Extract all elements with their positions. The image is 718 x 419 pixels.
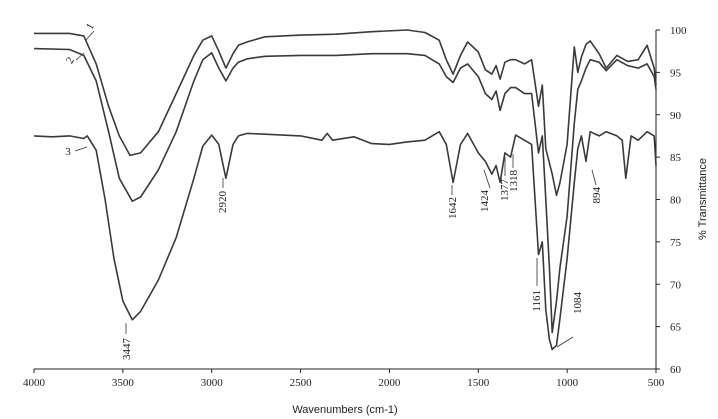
y-tick-label: 95 — [670, 67, 682, 79]
y-tick-label: 65 — [670, 322, 682, 334]
x-tick-label: 3000 — [201, 377, 224, 389]
peak-annotations: 3447 2920 1642 1424 1377 1318 894 1161 1… — [121, 154, 603, 360]
peak-3447-label: 3447 — [121, 338, 133, 361]
x-tick-label: 3500 — [112, 377, 135, 389]
y-tick-label: 75 — [670, 237, 682, 249]
x-ticks: 4000 3500 3000 2500 2000 1500 1000 500 — [23, 369, 665, 389]
peak-1377-label: 1377 — [499, 179, 511, 202]
y-axis-title: % Transmittance — [697, 158, 709, 240]
peak-1424-label: 1424 — [479, 190, 491, 213]
series-label-3: 3 — [65, 146, 71, 158]
series-label-3-leader — [74, 146, 88, 152]
peak-894-leader — [591, 169, 597, 186]
x-tick-label: 500 — [648, 377, 665, 389]
spectra — [33, 29, 657, 351]
peak-1161-label: 1161 — [531, 290, 543, 312]
peak-1642-label: 1642 — [447, 197, 459, 219]
peak-1424-leader — [483, 169, 491, 189]
series-label-2: 2 — [64, 55, 77, 66]
x-tick-label: 4000 — [23, 377, 46, 389]
y-tick-label: 100 — [670, 25, 687, 37]
peak-894-label: 894 — [591, 187, 603, 204]
series-label-1: 1 — [84, 21, 97, 32]
peak-1084-label: 1084 — [572, 292, 584, 315]
y-tick-label: 80 — [670, 195, 682, 207]
peak-1084-leader — [556, 336, 574, 348]
x-axis-title: Wavenumbers (cm-1) — [292, 404, 397, 416]
y-tick-label: 85 — [670, 152, 682, 164]
series-label-2-leader — [75, 52, 85, 61]
x-tick-label: 1500 — [467, 377, 490, 389]
y-tick-label: 60 — [670, 364, 682, 376]
y-tick-label: 70 — [670, 279, 682, 291]
spectrum-line-3 — [33, 130, 657, 351]
spectrum-line-2 — [33, 47, 657, 334]
x-tick-label: 2000 — [378, 377, 401, 389]
x-tick-label: 1000 — [556, 377, 579, 389]
peak-1318-label: 1318 — [508, 170, 520, 193]
x-tick-label: 2500 — [290, 377, 313, 389]
series-label-1-leader — [85, 30, 95, 41]
y-ticks: 60 65 70 75 80 85 90 95 100 — [656, 25, 687, 376]
peak-2920-label: 2920 — [217, 191, 229, 214]
series-labels: 1 2 3 — [64, 21, 97, 158]
spectrum-line-1 — [34, 29, 657, 197]
y-tick-label: 90 — [670, 110, 682, 122]
